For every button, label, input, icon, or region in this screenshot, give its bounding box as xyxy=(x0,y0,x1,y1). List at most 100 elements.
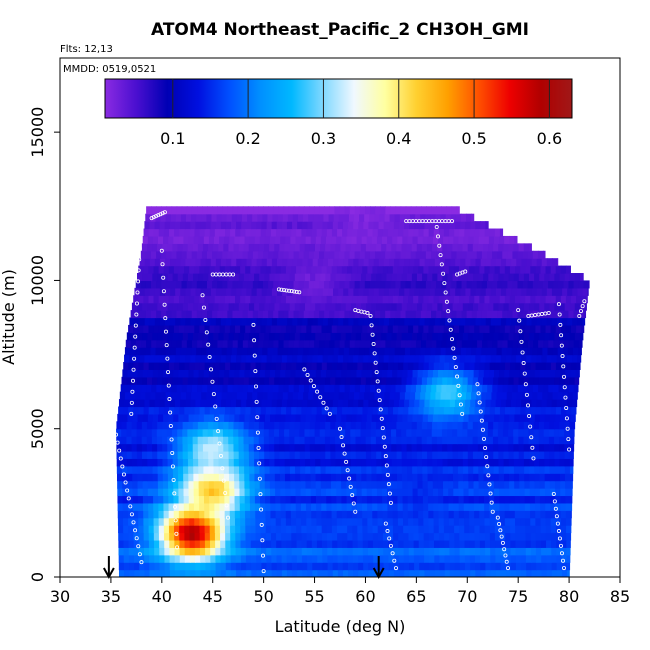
heatmap-cell xyxy=(153,295,160,304)
heatmap-cell xyxy=(336,488,342,497)
heatmap-cell xyxy=(554,273,561,282)
heatmap-cell xyxy=(471,339,478,348)
heatmap-cell xyxy=(157,302,164,311)
flight-track-point xyxy=(134,536,139,541)
heatmap-cell xyxy=(447,302,454,311)
heatmap-cell xyxy=(222,310,228,319)
heatmap-cell xyxy=(320,473,327,482)
heatmap-cell xyxy=(371,458,377,467)
heatmap-cell xyxy=(566,539,571,548)
heatmap-cell xyxy=(565,495,572,504)
heatmap-cell xyxy=(490,554,496,563)
heatmap-cell xyxy=(519,495,526,504)
heatmap-cell xyxy=(309,206,315,215)
heatmap-cell xyxy=(554,302,561,311)
heatmap-cell xyxy=(376,465,383,474)
heatmap-cell xyxy=(229,369,235,378)
heatmap-cell xyxy=(566,532,572,541)
heatmap-cell xyxy=(458,369,465,378)
heatmap-cell xyxy=(212,339,218,348)
heatmap-cell xyxy=(442,243,448,252)
heatmap-cell xyxy=(577,317,584,326)
heatmap-cell xyxy=(387,406,394,415)
heatmap-cell xyxy=(343,213,350,222)
heatmap-cell xyxy=(366,369,373,378)
heatmap-cell xyxy=(236,399,242,408)
heatmap-cell xyxy=(194,228,201,237)
heatmap-cell xyxy=(510,399,517,408)
heatmap-cell xyxy=(307,569,314,577)
heatmap-cell xyxy=(487,428,494,437)
heatmap-cell xyxy=(179,554,186,563)
heatmap-cell xyxy=(519,465,525,474)
heatmap-cell xyxy=(167,443,173,452)
heatmap-cell xyxy=(550,324,557,333)
heatmap-cell xyxy=(295,413,302,422)
heatmap-cell xyxy=(448,502,455,511)
heatmap-cell xyxy=(173,324,180,333)
heatmap-cell xyxy=(338,258,344,267)
heatmap-cell xyxy=(193,465,199,474)
heatmap-cell xyxy=(217,250,223,259)
heatmap-cell xyxy=(263,428,270,437)
heatmap-cell xyxy=(386,465,393,474)
heatmap-cell xyxy=(329,280,335,289)
heatmap-cell xyxy=(337,562,344,571)
heatmap-cell xyxy=(254,495,261,504)
heatmap-cell xyxy=(429,399,436,408)
heatmap-cell xyxy=(165,391,172,400)
heatmap-cell xyxy=(189,295,195,304)
heatmap-cell xyxy=(226,287,232,296)
heatmap-cell xyxy=(396,332,403,341)
heatmap-cell xyxy=(121,458,128,467)
heatmap-cell xyxy=(144,399,151,408)
heatmap-cell xyxy=(426,443,433,452)
heatmap-cell xyxy=(572,391,578,400)
heatmap-cell xyxy=(392,480,398,489)
heatmap-cell xyxy=(565,502,572,511)
heatmap-cell xyxy=(331,295,338,304)
heatmap-cell xyxy=(537,347,543,356)
heatmap-cell xyxy=(263,436,270,445)
heatmap-cell xyxy=(311,324,318,333)
heatmap-cell xyxy=(116,458,123,467)
heatmap-cell xyxy=(415,347,421,356)
heatmap-cell xyxy=(483,369,490,378)
heatmap-cell xyxy=(370,243,377,252)
heatmap-cell xyxy=(429,547,435,556)
heatmap-cell xyxy=(128,547,135,556)
heatmap-cell xyxy=(147,495,154,504)
flight-track-point xyxy=(201,305,206,310)
flight-track-point xyxy=(505,566,510,571)
heatmap-cell xyxy=(224,295,231,304)
heatmap-cell xyxy=(275,369,281,378)
heatmap-cell xyxy=(215,554,222,563)
heatmap-cell xyxy=(471,310,478,319)
heatmap-cell xyxy=(394,287,400,296)
heatmap-cell xyxy=(202,339,208,348)
heatmap-cell xyxy=(524,413,531,422)
heatmap-cell xyxy=(191,250,198,259)
heatmap-cell xyxy=(387,324,394,333)
colorbar-tick-label: 0.2 xyxy=(235,129,260,148)
heatmap-cell xyxy=(330,480,337,489)
heatmap-cell xyxy=(172,465,179,474)
heatmap-cell xyxy=(266,539,272,548)
heatmap-cell xyxy=(387,413,393,422)
heatmap-cell xyxy=(240,532,247,541)
heatmap-cell xyxy=(253,243,260,252)
heatmap-cell xyxy=(136,443,143,452)
heatmap-cell xyxy=(502,310,508,319)
heatmap-cell xyxy=(192,243,199,252)
heatmap-cell xyxy=(200,569,207,577)
heatmap-cell xyxy=(462,302,469,311)
heatmap-cell xyxy=(359,339,366,348)
heatmap-cell xyxy=(284,428,290,437)
heatmap-cell xyxy=(380,206,386,215)
heatmap-cell xyxy=(187,443,194,452)
flight-track-point xyxy=(524,392,529,397)
heatmap-cell xyxy=(436,436,443,445)
heatmap-cell xyxy=(182,428,188,437)
heatmap-cell xyxy=(300,473,306,482)
heatmap-cell xyxy=(249,458,255,467)
